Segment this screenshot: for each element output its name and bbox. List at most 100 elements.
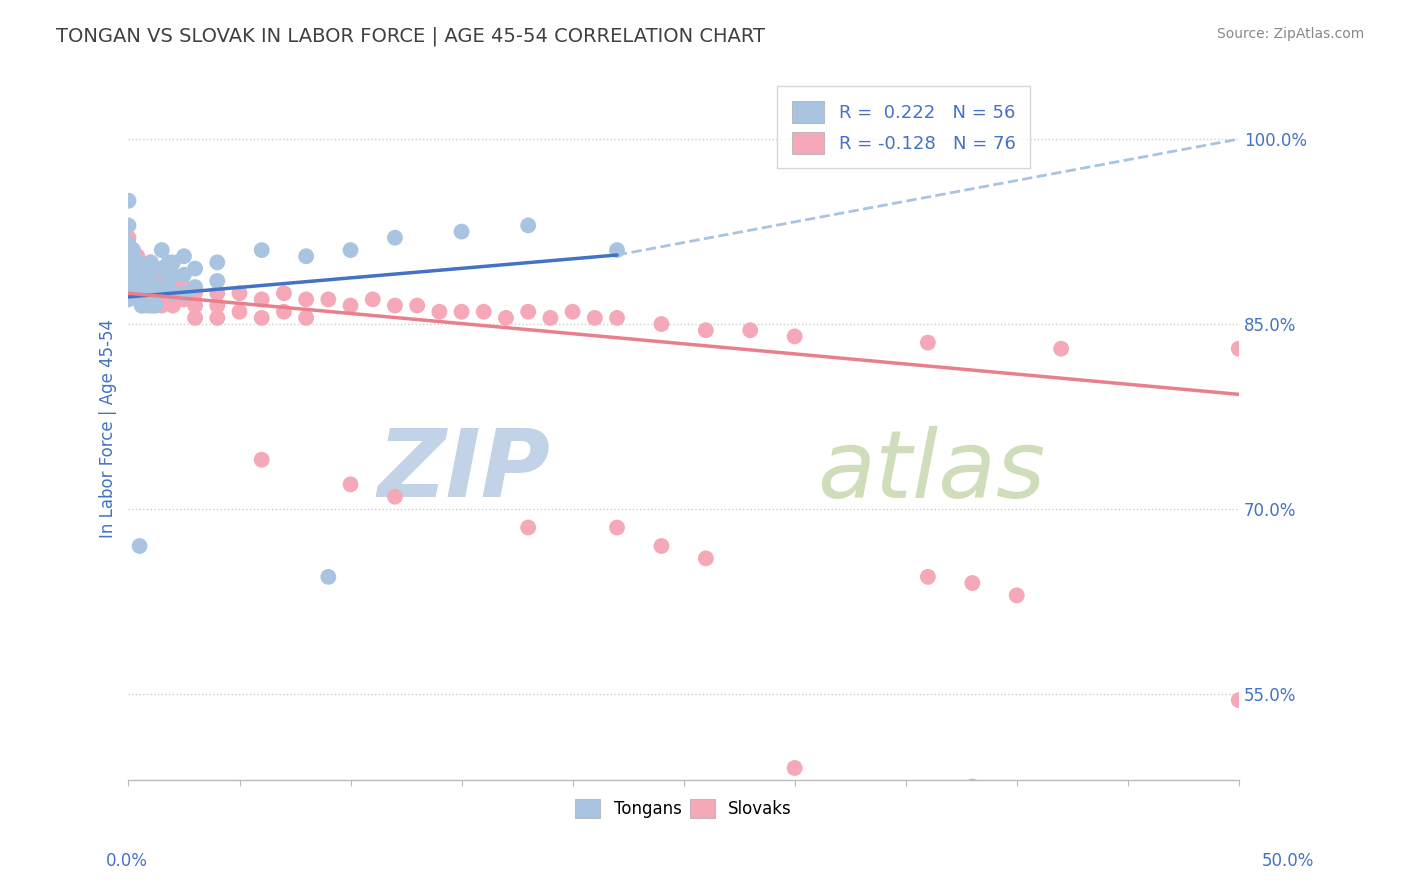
Point: [583, 310, 606, 325]
Point: [135, 280, 157, 294]
Point: [135, 286, 157, 301]
Point: [783, 761, 806, 775]
Point: [143, 261, 166, 276]
Y-axis label: In Labor Force | Age 45-54: In Labor Force | Age 45-54: [100, 319, 117, 539]
Text: 50.0%: 50.0%: [1263, 852, 1315, 870]
Point: [450, 225, 472, 239]
Point: [117, 249, 139, 263]
Point: [162, 286, 184, 301]
Point: [606, 243, 628, 257]
Point: [122, 243, 145, 257]
Point: [131, 286, 153, 301]
Point: [150, 243, 173, 257]
Point: [117, 261, 139, 276]
Point: [250, 452, 273, 467]
Point: [122, 286, 145, 301]
Point: [117, 236, 139, 251]
Point: [131, 274, 153, 288]
Point: [339, 299, 361, 313]
Point: [384, 299, 406, 313]
Text: 0.0%: 0.0%: [105, 852, 148, 870]
Point: [361, 293, 384, 307]
Point: [127, 286, 149, 301]
Point: [184, 261, 207, 276]
Point: [173, 268, 195, 282]
Point: [157, 274, 180, 288]
Point: [127, 268, 149, 282]
Point: [1227, 342, 1250, 356]
Point: [184, 310, 207, 325]
Point: [139, 255, 162, 269]
Point: [650, 317, 672, 331]
Point: [117, 219, 139, 233]
Point: [117, 293, 139, 307]
Legend: Tongans, Slovaks: Tongans, Slovaks: [568, 793, 799, 825]
Text: ZIP: ZIP: [378, 425, 550, 517]
Point: [143, 299, 166, 313]
Point: [207, 299, 229, 313]
Point: [606, 310, 628, 325]
Point: [117, 231, 139, 245]
Point: [495, 310, 517, 325]
Point: [184, 280, 207, 294]
Point: [157, 280, 180, 294]
Point: [122, 286, 145, 301]
Point: [517, 304, 540, 318]
Point: [127, 280, 149, 294]
Point: [962, 780, 984, 794]
Point: [184, 286, 207, 301]
Point: [207, 255, 229, 269]
Point: [135, 280, 157, 294]
Point: [135, 299, 157, 313]
Point: [117, 286, 139, 301]
Point: [127, 268, 149, 282]
Point: [207, 310, 229, 325]
Point: [427, 304, 450, 318]
Point: [295, 293, 318, 307]
Point: [150, 286, 173, 301]
Point: [127, 255, 149, 269]
Point: [122, 280, 145, 294]
Point: [135, 261, 157, 276]
Point: [122, 261, 145, 276]
Point: [472, 304, 495, 318]
Point: [1227, 693, 1250, 707]
Point: [207, 274, 229, 288]
Point: [1005, 588, 1028, 602]
Point: [917, 570, 939, 584]
Point: [127, 286, 149, 301]
Point: [131, 299, 153, 313]
Point: [173, 249, 195, 263]
Point: [740, 323, 762, 337]
Point: [695, 551, 717, 566]
Point: [1050, 342, 1073, 356]
Point: [384, 490, 406, 504]
Point: [131, 286, 153, 301]
Text: atlas: atlas: [817, 425, 1045, 516]
Point: [143, 299, 166, 313]
Point: [273, 286, 295, 301]
Point: [162, 268, 184, 282]
Point: [517, 520, 540, 534]
Point: [339, 477, 361, 491]
Point: [162, 255, 184, 269]
Point: [228, 286, 250, 301]
Point: [117, 268, 139, 282]
Point: [150, 268, 173, 282]
Point: [117, 280, 139, 294]
Point: [139, 299, 162, 313]
Point: [122, 261, 145, 276]
Point: [139, 286, 162, 301]
Point: [131, 261, 153, 276]
Point: [122, 243, 145, 257]
Point: [318, 570, 340, 584]
Text: Source: ZipAtlas.com: Source: ZipAtlas.com: [1216, 27, 1364, 41]
Point: [131, 280, 153, 294]
Point: [139, 274, 162, 288]
Point: [173, 286, 195, 301]
Point: [606, 520, 628, 534]
Point: [131, 261, 153, 276]
Point: [650, 539, 672, 553]
Point: [162, 286, 184, 301]
Point: [127, 249, 149, 263]
